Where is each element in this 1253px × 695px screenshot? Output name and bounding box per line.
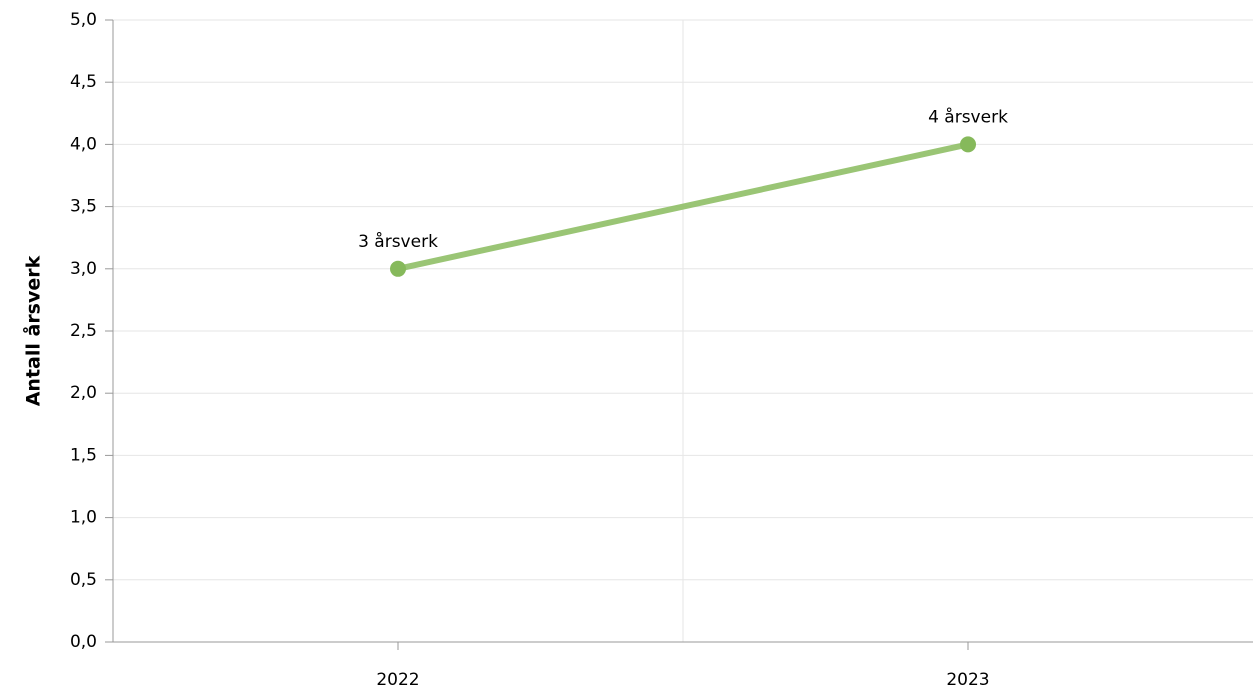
- y-tick-label: 1,5: [70, 445, 97, 465]
- y-tick-label: 4,0: [70, 134, 97, 154]
- y-tick-label: 0,5: [70, 570, 97, 590]
- point: [390, 260, 406, 277]
- y-axis-label: Antall årsverk: [21, 255, 45, 406]
- y-tick-label: 3,5: [70, 197, 97, 217]
- y-tick-label: 5,0: [70, 10, 97, 30]
- series-line: [395, 141, 971, 272]
- y-tick-label: 0,0: [70, 632, 97, 652]
- y-tick-label: 1,0: [70, 508, 97, 528]
- y-tick-label: 4,5: [70, 72, 97, 92]
- x-tick-label: 2022: [376, 670, 419, 690]
- data-label: 4 årsverk: [928, 106, 1008, 127]
- y-tick-label: 2,0: [70, 383, 97, 403]
- data-label: 3 årsverk: [358, 231, 438, 252]
- point: [960, 136, 976, 153]
- y-tick-label: 3,0: [70, 259, 97, 279]
- x-tick-label: 2023: [946, 670, 989, 690]
- y-tick-label: 2,5: [70, 321, 97, 341]
